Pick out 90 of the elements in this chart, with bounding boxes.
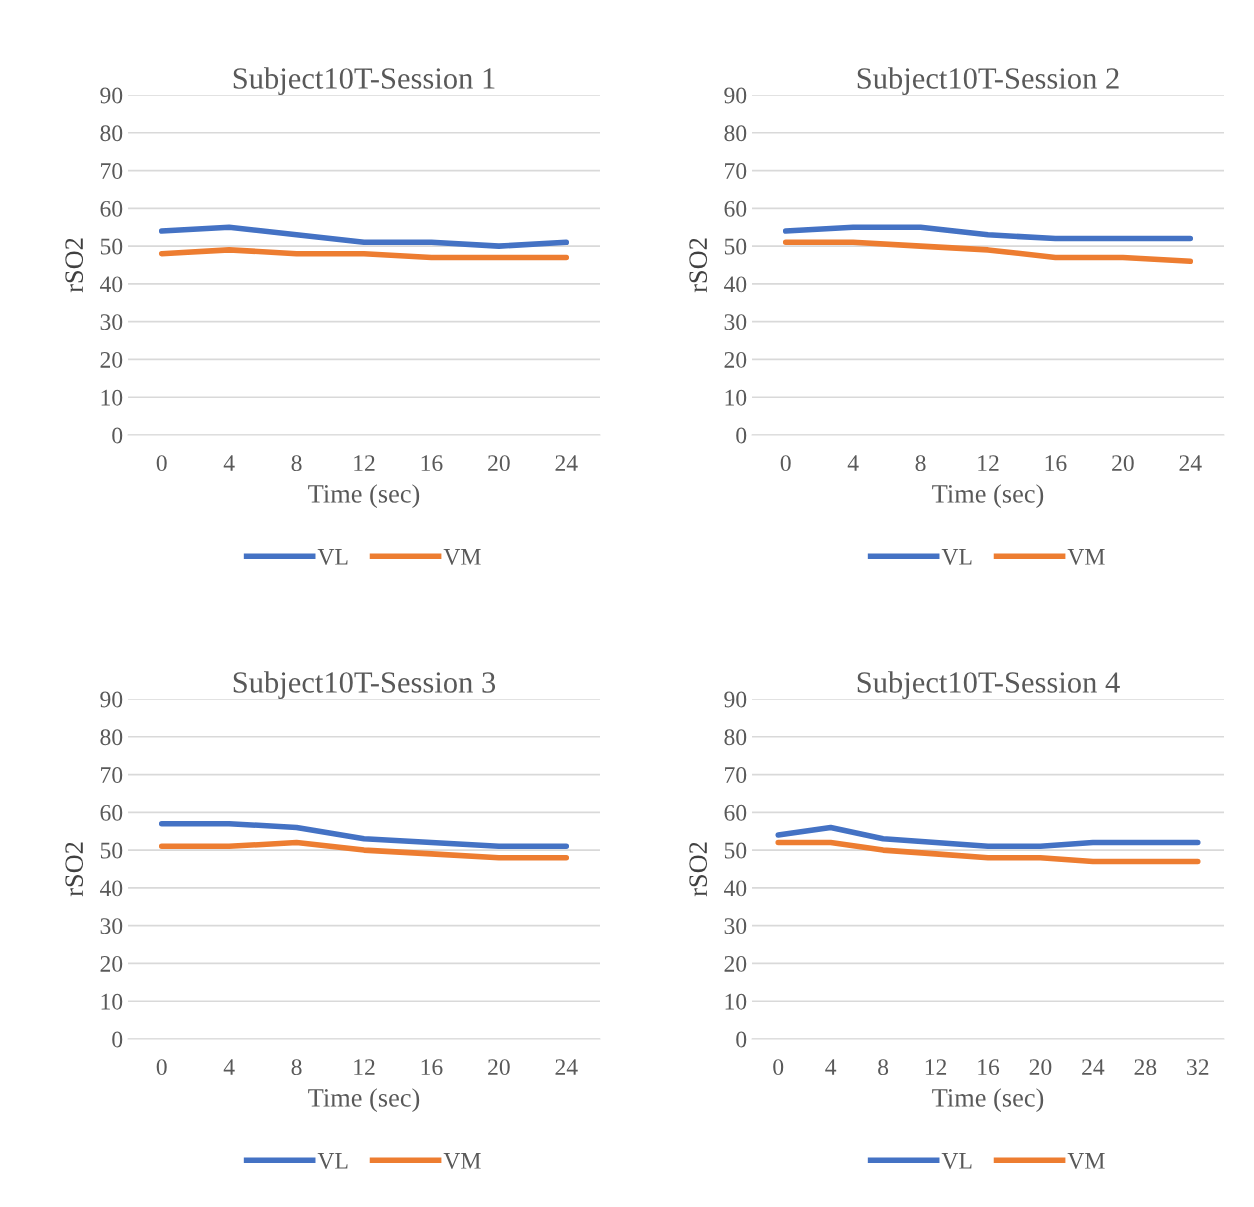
x-tick-label: 4 bbox=[847, 455, 859, 471]
x-tick-label: 24 bbox=[555, 455, 578, 471]
x-tick-label: 0 bbox=[156, 1059, 167, 1076]
y-tick-label: 70 bbox=[101, 163, 123, 179]
y-tick-label: 40 bbox=[99, 880, 123, 897]
legend-label: VL bbox=[317, 1153, 348, 1169]
y-tick-label: 0 bbox=[112, 427, 123, 444]
y-axis-title: rSO2 bbox=[689, 842, 708, 897]
x-tick-label: 4 bbox=[825, 1059, 837, 1075]
y-tick-label: 80 bbox=[724, 729, 747, 746]
chart-title: Subject10T-Session 3 bbox=[233, 671, 496, 699]
x-tick-label: 0 bbox=[773, 1059, 784, 1076]
y-tick-label: 80 bbox=[724, 125, 747, 142]
x-tick-label: 20 bbox=[488, 455, 510, 472]
y-tick-label: 0 bbox=[736, 1031, 747, 1048]
x-tick-label: 8 bbox=[915, 455, 926, 472]
y-tick-label: 0 bbox=[736, 427, 747, 444]
x-axis-title: Time (sec) bbox=[932, 484, 1044, 509]
y-tick-label: 20 bbox=[100, 955, 123, 972]
x-tick-label: 24 bbox=[1179, 455, 1202, 471]
y-tick-label: 20 bbox=[724, 955, 747, 972]
x-tick-label: 12 bbox=[925, 1059, 947, 1075]
y-tick-label: 60 bbox=[100, 200, 123, 217]
x-tick-label: 16 bbox=[421, 1059, 443, 1076]
y-axis-title: rSO2 bbox=[65, 238, 84, 293]
x-tick-label: 20 bbox=[1112, 455, 1134, 472]
y-tick-label: 20 bbox=[100, 351, 123, 368]
y-tick-label: 90 bbox=[100, 87, 123, 104]
x-tick-label: 0 bbox=[156, 455, 167, 472]
x-tick-label: 24 bbox=[1082, 1059, 1105, 1075]
x-tick-label: 32 bbox=[1187, 1059, 1209, 1076]
y-tick-label: 30 bbox=[724, 314, 747, 331]
y-tick-label: 10 bbox=[725, 993, 747, 1010]
chart-title: Subject10T-Session 4 bbox=[857, 671, 1120, 699]
y-tick-label: 30 bbox=[724, 918, 747, 935]
x-tick-label: 12 bbox=[978, 455, 999, 471]
y-tick-label: 90 bbox=[100, 691, 123, 708]
y-tick-label: 50 bbox=[724, 238, 747, 255]
legend-label: VM bbox=[443, 549, 481, 565]
x-axis-title: Time (sec) bbox=[308, 484, 420, 509]
x-axis-title: Time (sec) bbox=[932, 1088, 1044, 1113]
x-tick-label: 8 bbox=[878, 1059, 889, 1076]
y-tick-label: 30 bbox=[100, 918, 123, 935]
y-tick-label: 50 bbox=[724, 842, 747, 859]
y-tick-label: 70 bbox=[725, 163, 747, 179]
y-tick-label: 70 bbox=[101, 767, 123, 783]
legend-label: VM bbox=[1067, 549, 1105, 565]
y-tick-label: 10 bbox=[725, 389, 747, 406]
y-axis-title: rSO2 bbox=[689, 238, 708, 293]
legend-label: VM bbox=[443, 1153, 481, 1169]
y-tick-label: 10 bbox=[101, 389, 123, 406]
y-tick-label: 40 bbox=[723, 880, 747, 897]
y-tick-label: 60 bbox=[724, 200, 747, 217]
x-tick-label: 4 bbox=[223, 1059, 235, 1075]
y-tick-label: 80 bbox=[100, 125, 123, 142]
y-tick-label: 90 bbox=[724, 691, 747, 708]
x-tick-label: 12 bbox=[354, 455, 375, 471]
y-tick-label: 50 bbox=[100, 238, 123, 255]
legend-label: VM bbox=[1067, 1153, 1105, 1169]
y-axis-title: rSO2 bbox=[65, 842, 84, 897]
y-tick-label: 20 bbox=[724, 351, 747, 368]
legend-label: VL bbox=[941, 549, 972, 565]
y-tick-label: 40 bbox=[723, 276, 747, 293]
y-tick-label: 90 bbox=[724, 87, 747, 104]
x-tick-label: 16 bbox=[978, 1059, 1000, 1076]
x-tick-label: 8 bbox=[291, 455, 302, 472]
x-tick-label: 16 bbox=[421, 455, 443, 472]
x-tick-label: 20 bbox=[488, 1059, 510, 1076]
legend-label: VL bbox=[941, 1153, 972, 1169]
y-tick-label: 40 bbox=[99, 276, 123, 293]
y-tick-label: 10 bbox=[101, 993, 123, 1010]
x-tick-label: 20 bbox=[1029, 1059, 1052, 1076]
x-tick-label: 0 bbox=[780, 455, 791, 472]
x-tick-label: 12 bbox=[354, 1059, 375, 1075]
y-tick-label: 60 bbox=[100, 804, 123, 821]
x-tick-label: 8 bbox=[291, 1059, 302, 1076]
y-tick-label: 60 bbox=[724, 804, 747, 821]
chart-title: Subject10T-Session 1 bbox=[233, 67, 495, 95]
y-tick-label: 80 bbox=[100, 729, 123, 746]
x-tick-label: 16 bbox=[1045, 455, 1067, 472]
x-axis-title: Time (sec) bbox=[308, 1088, 420, 1113]
y-tick-label: 70 bbox=[725, 767, 747, 783]
chart-title: Subject10T-Session 2 bbox=[857, 67, 1119, 95]
legend-label: VL bbox=[317, 549, 348, 565]
x-tick-label: 4 bbox=[223, 455, 235, 471]
y-tick-label: 0 bbox=[112, 1031, 123, 1048]
x-tick-label: 28 bbox=[1134, 1059, 1157, 1076]
x-tick-label: 24 bbox=[555, 1059, 578, 1075]
y-tick-label: 30 bbox=[100, 314, 123, 331]
y-tick-label: 50 bbox=[100, 842, 123, 859]
